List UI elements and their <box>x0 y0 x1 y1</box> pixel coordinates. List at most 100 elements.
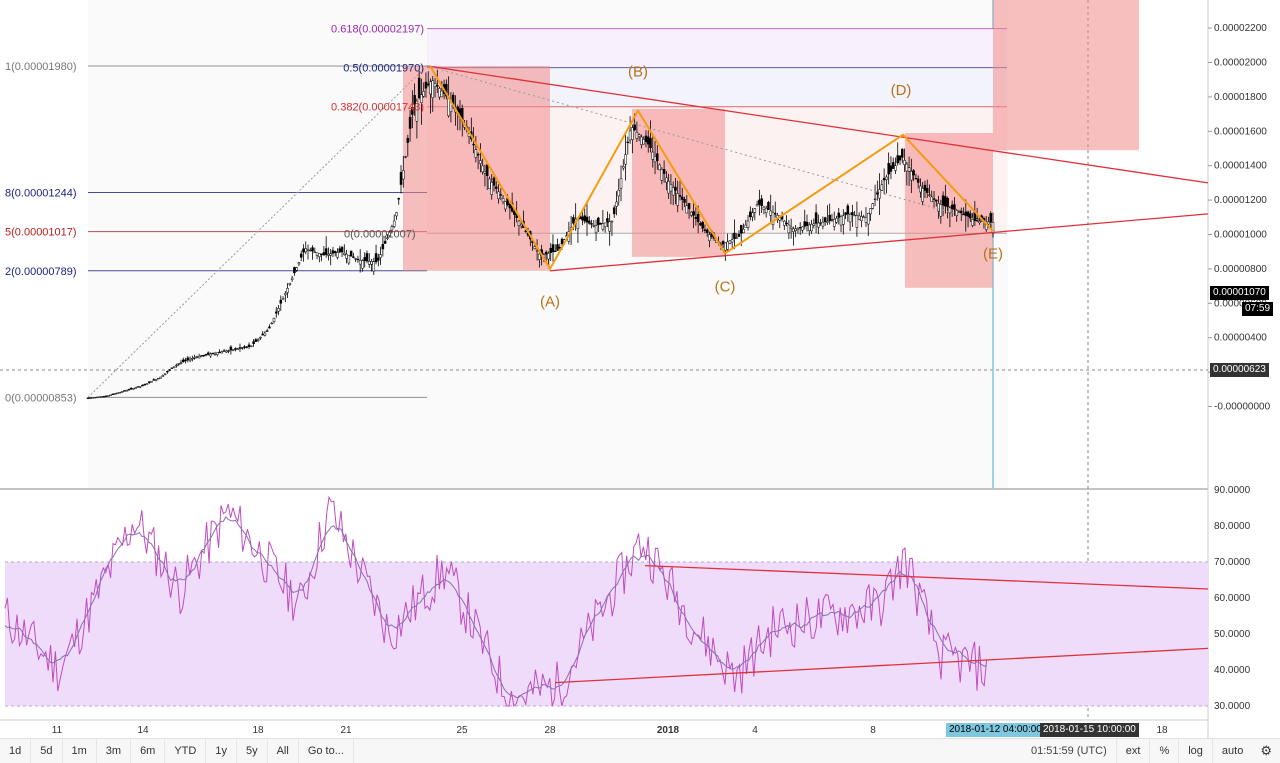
gear-icon[interactable]: ⚙ <box>1260 743 1272 758</box>
candle-body <box>839 216 843 226</box>
candle-body <box>533 246 537 250</box>
left-fib-label: 8(0.00001244) <box>5 188 77 200</box>
candle-body <box>855 215 859 228</box>
price-tick-label: 0.00002000 <box>1214 58 1267 69</box>
candle-body <box>923 184 927 191</box>
candle-body <box>279 299 283 304</box>
candle-body <box>551 244 555 253</box>
candle-body <box>826 220 829 223</box>
candle-body <box>222 350 226 352</box>
time-tick-label: 28 <box>544 725 556 736</box>
range-5d-button[interactable]: 5d <box>31 739 63 763</box>
percent-toggle[interactable]: % <box>1149 739 1178 763</box>
range-6m-button[interactable]: 6m <box>131 739 166 763</box>
candles-layer <box>86 69 995 399</box>
candle-body <box>676 193 679 206</box>
candle-body <box>150 381 153 383</box>
price-tick-label: 0.00000800 <box>1214 264 1267 275</box>
candle-body <box>104 395 108 397</box>
candle-body <box>95 396 99 399</box>
candle-body <box>177 363 180 365</box>
candle-body <box>404 156 407 158</box>
candle-body <box>333 251 337 254</box>
candle-body <box>352 256 355 258</box>
candle-body <box>835 218 838 223</box>
goto-button[interactable]: Go to... <box>299 739 354 763</box>
candle-body <box>138 386 142 388</box>
rsi-tick-label: 40.0000 <box>1214 665 1251 676</box>
candle-body <box>962 213 965 215</box>
chart-canvas[interactable]: 0.00002200 0.00002000 0.00001800 0.00001600… <box>0 0 1280 738</box>
candle-body <box>436 85 439 87</box>
candle-body <box>213 352 217 355</box>
candle-body <box>674 186 677 191</box>
candle-body <box>370 261 373 265</box>
candle-body <box>175 364 178 367</box>
range-ytd-button[interactable]: YTD <box>165 739 207 763</box>
range-3m-button[interactable]: 3m <box>97 739 132 763</box>
fib-zone <box>427 28 1007 68</box>
candle-body <box>925 188 929 193</box>
candle-body <box>170 367 174 369</box>
candle-body <box>594 225 598 234</box>
candle-body <box>191 357 194 360</box>
candle-body <box>935 199 938 202</box>
candle-body <box>107 395 110 397</box>
candle-body <box>792 228 795 232</box>
candle-body <box>905 163 909 172</box>
candle-body <box>830 219 834 221</box>
range-1y-button[interactable]: 1y <box>206 739 237 763</box>
price-tick-label: 0.00002200 <box>1214 23 1267 34</box>
candle-body <box>488 178 491 189</box>
candle-body <box>871 203 875 209</box>
candle-body <box>851 212 854 215</box>
candle-body <box>744 224 748 228</box>
rsi-tick-label: 30.0000 <box>1214 701 1251 712</box>
candle-body <box>474 149 478 158</box>
candle-body <box>785 222 788 225</box>
candle-body <box>919 185 922 193</box>
candle-body <box>708 234 711 241</box>
candle-body <box>846 205 850 215</box>
candle-body <box>624 154 627 165</box>
rsi-lower-trend <box>554 647 1209 684</box>
candle-body <box>415 100 419 122</box>
candle-body <box>345 253 348 259</box>
log-toggle[interactable]: log <box>1178 739 1212 763</box>
candle-body <box>297 262 301 265</box>
range-1m-button[interactable]: 1m <box>63 739 97 763</box>
candle-body <box>876 192 879 195</box>
candle-body <box>585 216 589 223</box>
range-all-button[interactable]: All <box>268 739 299 763</box>
candle-body <box>699 223 702 226</box>
candle-body <box>204 354 208 356</box>
candle-body <box>749 211 752 218</box>
candle-body <box>238 347 242 349</box>
candle-body <box>739 224 743 234</box>
candle-body <box>590 223 593 225</box>
candle-body <box>867 212 870 225</box>
candle-body <box>878 189 881 199</box>
wave-label: (E) <box>983 246 1003 263</box>
candle-body <box>560 238 564 245</box>
candle-body <box>941 195 945 206</box>
wave-label: (B) <box>628 63 648 80</box>
candle-body <box>268 326 271 329</box>
auto-toggle[interactable]: auto <box>1211 739 1252 763</box>
candle-body <box>601 223 605 230</box>
range-5y-button[interactable]: 5y <box>237 739 268 763</box>
candle-body <box>420 94 423 103</box>
candle-body <box>499 194 503 196</box>
candle-body <box>472 143 475 146</box>
candle-body <box>553 250 557 253</box>
candle-body <box>497 191 500 199</box>
candle-body <box>966 211 970 218</box>
ext-toggle[interactable]: ext <box>1115 739 1150 763</box>
candle-body <box>422 91 425 97</box>
axes-layer: 0.00002200 0.00002000 0.00001800 0.00001600… <box>52 23 1271 736</box>
candle-body <box>209 353 212 357</box>
candle-body <box>901 148 904 158</box>
candle-body <box>340 247 344 253</box>
drawings-back-layer <box>87 0 1139 398</box>
range-1d-button[interactable]: 1d <box>0 739 32 763</box>
